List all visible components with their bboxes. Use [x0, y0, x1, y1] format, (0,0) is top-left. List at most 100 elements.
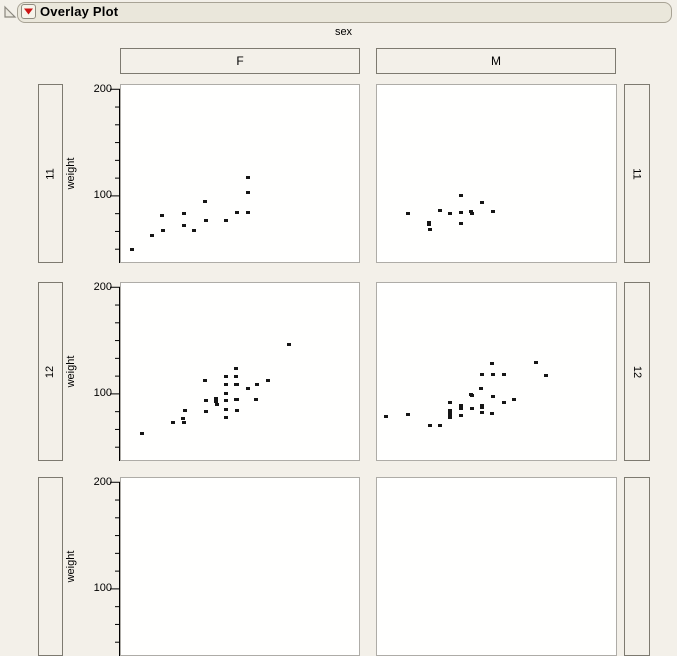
data-point[interactable] — [204, 399, 208, 403]
data-point[interactable] — [534, 360, 539, 364]
data-point[interactable] — [234, 374, 239, 378]
data-point[interactable] — [183, 408, 188, 412]
data-point[interactable] — [245, 190, 250, 194]
data-point[interactable] — [245, 175, 250, 179]
data-point[interactable] — [235, 398, 240, 402]
data-point[interactable] — [234, 383, 239, 387]
data-point[interactable] — [459, 221, 464, 225]
data-point[interactable] — [245, 386, 250, 390]
y-tick-label-200: 200 — [93, 476, 112, 488]
data-point[interactable] — [224, 416, 228, 420]
data-point[interactable] — [224, 383, 228, 387]
data-point[interactable] — [191, 229, 196, 232]
data-point[interactable] — [479, 372, 484, 376]
scatter-panel-f-row3[interactable] — [120, 477, 360, 656]
y-axis-ticks — [110, 481, 120, 656]
row-label-right: 11 — [624, 84, 650, 263]
data-point[interactable] — [265, 379, 270, 382]
data-point[interactable] — [140, 432, 145, 436]
data-point[interactable] — [223, 219, 228, 223]
column-header-f: F — [120, 48, 360, 74]
data-point[interactable] — [224, 399, 228, 403]
data-point[interactable] — [448, 411, 453, 414]
data-point[interactable] — [181, 417, 186, 421]
y-tick-label-100: 100 — [93, 189, 112, 201]
data-point[interactable] — [459, 414, 464, 418]
data-point[interactable] — [470, 394, 475, 397]
data-point[interactable] — [458, 403, 463, 407]
data-point[interactable] — [160, 229, 165, 232]
disclosure-triangle-icon[interactable] — [3, 5, 17, 19]
data-point[interactable] — [459, 210, 464, 214]
data-point[interactable] — [479, 411, 484, 414]
data-point[interactable] — [203, 379, 208, 382]
data-point[interactable] — [203, 200, 208, 204]
data-point[interactable] — [426, 220, 431, 224]
data-point[interactable] — [181, 212, 186, 215]
y-tick-label-200: 200 — [93, 83, 112, 95]
row-label-right — [624, 477, 650, 656]
scatter-panel-m-row3[interactable] — [376, 477, 617, 656]
scatter-panel-m-11[interactable] — [376, 84, 617, 263]
data-point[interactable] — [203, 219, 208, 223]
data-point[interactable] — [224, 407, 228, 411]
scatter-panel-m-12[interactable] — [376, 282, 617, 461]
data-point[interactable] — [286, 342, 291, 346]
data-point[interactable] — [479, 403, 484, 407]
data-point[interactable] — [181, 420, 186, 424]
data-point[interactable] — [490, 372, 495, 376]
data-point[interactable] — [448, 414, 453, 418]
data-point[interactable] — [448, 212, 453, 215]
data-point[interactable] — [459, 406, 464, 410]
data-point[interactable] — [491, 395, 496, 398]
data-point[interactable] — [479, 201, 484, 205]
data-point[interactable] — [150, 234, 155, 238]
data-point[interactable] — [459, 193, 464, 197]
data-point[interactable] — [406, 413, 411, 417]
data-point[interactable] — [502, 401, 507, 405]
data-point[interactable] — [427, 423, 432, 427]
data-point[interactable] — [204, 410, 209, 413]
column-header-m-text: M — [491, 54, 501, 68]
data-point[interactable] — [234, 367, 238, 371]
data-point[interactable] — [171, 420, 176, 424]
data-point[interactable] — [182, 223, 187, 227]
data-point[interactable] — [448, 408, 453, 412]
scatter-panel-f-11[interactable] — [120, 84, 360, 263]
data-point[interactable] — [234, 408, 239, 412]
data-point[interactable] — [512, 398, 517, 402]
data-point[interactable] — [490, 412, 495, 416]
data-point[interactable] — [543, 373, 548, 377]
data-point[interactable] — [437, 208, 442, 212]
red-triangle-menu-button[interactable] — [21, 4, 36, 19]
data-point[interactable] — [214, 402, 219, 406]
data-point[interactable] — [160, 214, 165, 218]
data-point[interactable] — [255, 383, 260, 387]
data-point[interactable] — [469, 212, 474, 215]
data-point[interactable] — [384, 415, 389, 419]
data-point[interactable] — [427, 227, 432, 231]
data-point[interactable] — [214, 400, 219, 404]
data-point[interactable] — [447, 401, 452, 405]
data-point[interactable] — [426, 222, 431, 226]
data-point[interactable] — [223, 374, 228, 378]
data-point[interactable] — [479, 405, 484, 409]
data-point[interactable] — [223, 391, 228, 395]
data-point[interactable] — [438, 423, 443, 427]
data-point[interactable] — [502, 372, 507, 376]
data-point[interactable] — [235, 210, 240, 214]
page-title: Overlay Plot — [40, 4, 119, 19]
facet-row-12: 200 100 weight 12 12 — [0, 281, 677, 461]
data-point[interactable] — [490, 362, 495, 365]
data-point[interactable] — [214, 397, 219, 401]
data-point[interactable] — [406, 212, 411, 215]
scatter-panel-f-12[interactable] — [120, 282, 360, 461]
data-point[interactable] — [245, 210, 250, 214]
data-point[interactable] — [491, 209, 496, 213]
data-point[interactable] — [129, 248, 134, 252]
data-point[interactable] — [448, 416, 453, 420]
data-point[interactable] — [469, 406, 474, 410]
data-point[interactable] — [469, 209, 474, 213]
data-point[interactable] — [254, 398, 259, 402]
data-point[interactable] — [479, 386, 483, 390]
